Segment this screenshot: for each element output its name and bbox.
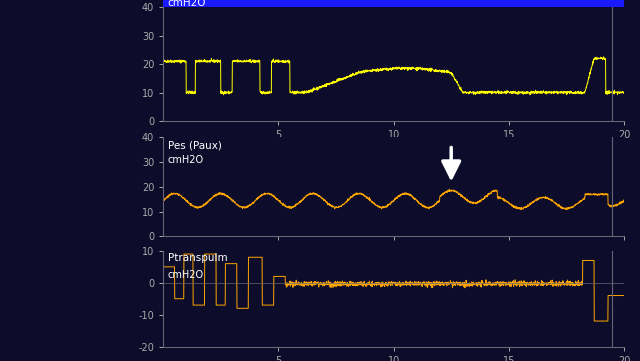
- Text: cmH2O: cmH2O: [168, 0, 206, 8]
- Text: Pes (Paux): Pes (Paux): [168, 140, 221, 150]
- Bar: [163, 0, 624, 7]
- Text: cmH2O: cmH2O: [168, 270, 204, 280]
- Text: cmH2O: cmH2O: [168, 155, 204, 165]
- Text: Ptranspulm: Ptranspulm: [168, 253, 227, 263]
